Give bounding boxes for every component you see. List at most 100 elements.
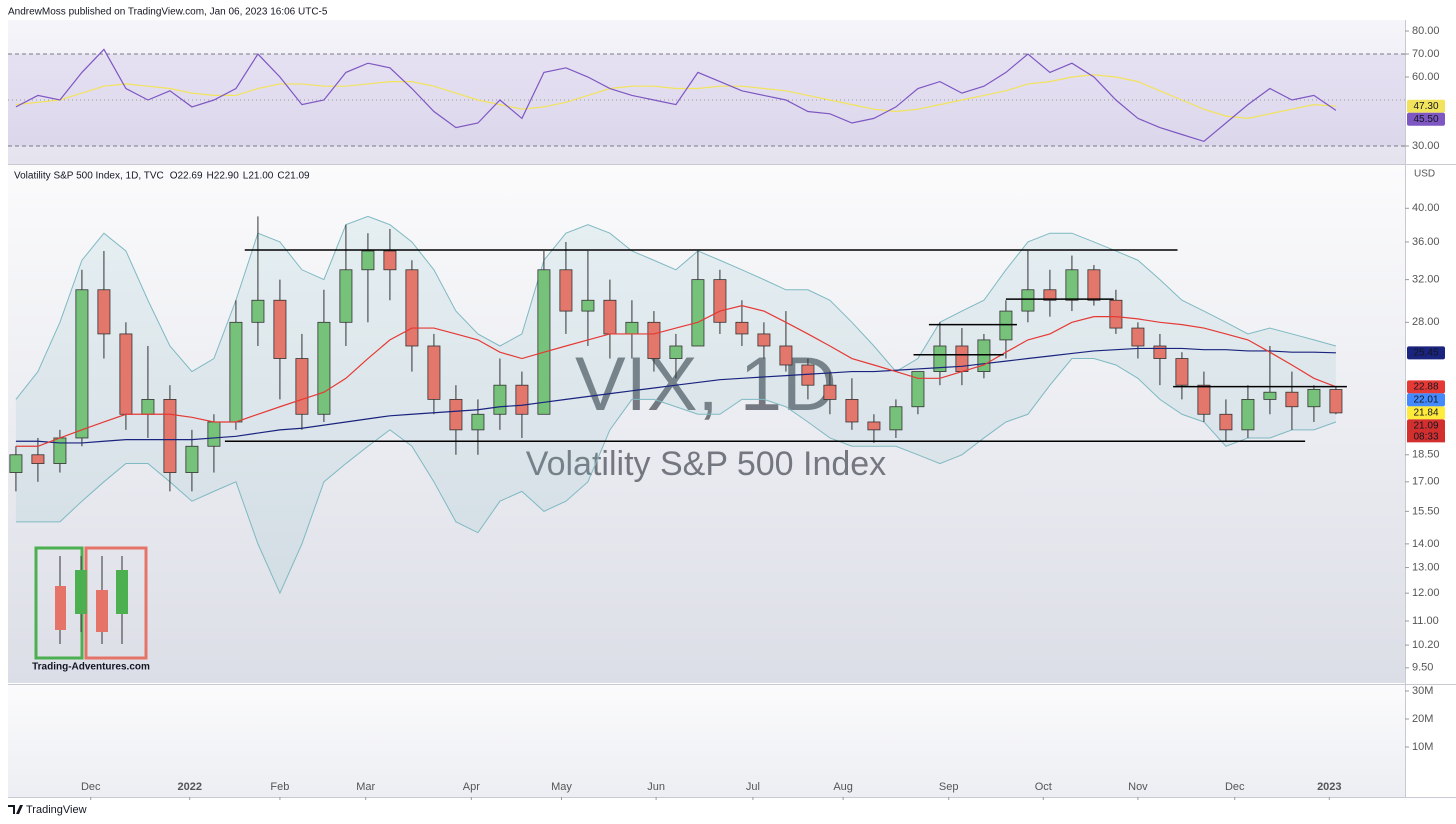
candle-body — [449, 398, 463, 431]
rsi-band — [8, 54, 1405, 146]
rsi-line — [15, 48, 1337, 143]
candle-body — [999, 310, 1013, 341]
candle-body — [471, 413, 485, 431]
candle-body — [383, 250, 397, 271]
moving-average — [15, 305, 1337, 447]
candle-body — [889, 406, 903, 431]
price-label: 21.09 — [1413, 420, 1438, 431]
candle-body — [647, 321, 661, 359]
y-tick-label: 80.00 — [1412, 25, 1440, 37]
candle-body — [735, 321, 749, 335]
candle-body — [1065, 269, 1079, 301]
candle-body — [9, 454, 23, 473]
price-label-bg — [1407, 393, 1445, 407]
y-tick-label: 13.00 — [1412, 561, 1440, 573]
candle-body — [559, 269, 573, 312]
y-tick-label: 36.00 — [1412, 236, 1440, 248]
candle-body — [1263, 391, 1277, 400]
y-tick-label: 11.00 — [1412, 615, 1439, 627]
watermark: VIX, 1D — [575, 342, 837, 427]
candle-body — [1241, 398, 1255, 431]
x-tick-label: Mar — [356, 781, 375, 793]
footer-brand: TradingView — [26, 804, 87, 816]
x-tick-label: Dec — [1225, 781, 1245, 793]
footer-icon — [8, 805, 23, 814]
candle-body — [1307, 388, 1321, 408]
logo-candle — [75, 570, 87, 614]
candle-body — [229, 321, 243, 423]
candle-body — [1087, 269, 1101, 301]
candle-body — [1153, 345, 1167, 359]
candle-body — [1175, 358, 1189, 386]
y-tick-label: 30M — [1412, 685, 1433, 697]
candle-body — [141, 398, 155, 415]
price-panel — [8, 165, 1405, 683]
logo-candle — [55, 586, 66, 630]
candle-body — [757, 333, 771, 347]
logo: Trading-Adventures.com — [32, 546, 150, 673]
price-label: 21.84 — [1413, 407, 1438, 418]
candle-body — [427, 345, 441, 400]
y-tick-label: 10.20 — [1412, 639, 1440, 651]
data-layer: 80.00 70.00 60.00 30.00 47.30 45.50 40.00 36.00… — [9, 25, 1445, 800]
candle-body — [1109, 299, 1123, 329]
x-tick-label: 2023 — [1317, 781, 1341, 793]
x-tick-label: May — [551, 781, 572, 793]
x-tick-label: Jun — [647, 781, 665, 793]
y-tick-label: 18.50 — [1412, 449, 1440, 461]
candle-body — [669, 345, 683, 359]
candle-body — [97, 289, 111, 335]
x-tick-label: Oct — [1035, 781, 1052, 793]
candle-body — [1197, 384, 1211, 415]
candle-body — [581, 299, 595, 312]
y-tick-label: 32.00 — [1412, 274, 1440, 286]
candle-body — [185, 445, 199, 473]
candle-body — [405, 269, 419, 347]
bollinger-lower — [15, 358, 1337, 595]
candle-body — [845, 398, 859, 423]
candle-body — [1043, 289, 1057, 301]
x-tick-label: 2022 — [177, 781, 201, 793]
x-tick-label: Apr — [463, 781, 480, 793]
ohlc-legend: O22.69 — [170, 171, 203, 182]
candle-body — [867, 421, 881, 431]
logo-candle — [116, 570, 128, 614]
candle-body — [625, 321, 639, 335]
candle-body — [53, 437, 67, 464]
rsi-value-label-bg — [1407, 99, 1445, 113]
candle-body — [779, 345, 793, 366]
candle-body — [295, 358, 309, 415]
candle-body — [537, 269, 551, 415]
watermark: Volatility S&P 500 Index — [526, 445, 886, 483]
candle-body — [207, 421, 221, 447]
candle-body — [515, 384, 529, 415]
x-tick-label: Nov — [1128, 781, 1148, 793]
candle-body — [1131, 327, 1145, 347]
y-tick-label: 17.00 — [1412, 476, 1440, 488]
y-tick-label: 12.00 — [1412, 587, 1440, 599]
price-label: 22.01 — [1413, 394, 1438, 405]
candle-body — [339, 269, 353, 323]
candle-body — [361, 250, 375, 271]
rsi-value-label-bg — [1407, 112, 1445, 126]
y-tick-label: 40.00 — [1412, 202, 1440, 214]
candle-body — [603, 299, 617, 335]
footer: TradingView — [8, 804, 87, 816]
header: AndrewMoss published on TradingView.com,… — [8, 7, 328, 18]
ohlc-legend: L21.00 — [243, 171, 274, 182]
candle-body — [75, 289, 89, 439]
ohlc-legend: Volatility S&P 500 Index, 1D, TVC — [14, 171, 164, 182]
ohlc-legend: C21.09 — [277, 171, 310, 182]
countdown-bg — [1407, 431, 1445, 443]
x-tick-label: Dec — [81, 781, 101, 793]
y-tick-label: 30.00 — [1412, 140, 1440, 152]
y-tick-label: 14.00 — [1412, 538, 1440, 550]
candle-body — [1285, 391, 1299, 408]
y-tick-label: 9.50 — [1412, 662, 1433, 674]
candle-body — [273, 299, 287, 359]
countdown: 08:33 — [1413, 431, 1438, 442]
logo-text: Trading-Adventures.com — [32, 662, 150, 673]
candle-body — [251, 299, 265, 323]
price-label-bg — [1407, 406, 1445, 420]
